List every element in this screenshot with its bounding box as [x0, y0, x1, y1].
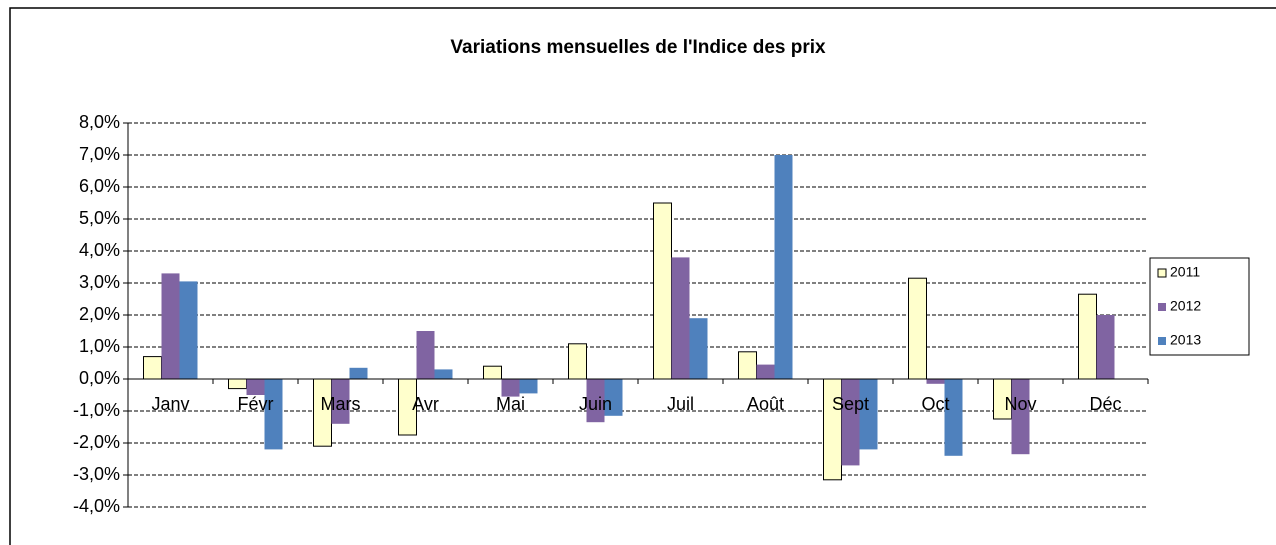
- x-tick-label: Sept: [832, 394, 869, 414]
- bar: [653, 202, 672, 380]
- y-tick-label: 3,0%: [79, 272, 120, 292]
- x-tick-label: Déc: [1089, 394, 1121, 414]
- x-tick-label: Nov: [1004, 394, 1036, 414]
- bar: [349, 367, 368, 379]
- bar: [264, 379, 283, 450]
- y-tick-label: 4,0%: [79, 240, 120, 260]
- bar: [568, 343, 587, 380]
- bar: [926, 379, 945, 384]
- y-tick-label: -1,0%: [73, 400, 120, 420]
- x-tick-label: Oct: [921, 394, 949, 414]
- y-tick-label: 6,0%: [79, 176, 120, 196]
- y-tick-label: 2,0%: [79, 304, 120, 324]
- bar: [1011, 379, 1030, 455]
- bar: [228, 378, 247, 390]
- legend-label: 2012: [1170, 298, 1201, 314]
- x-tick-label: Janv: [151, 394, 189, 414]
- legend-swatch: [1157, 268, 1167, 278]
- chart-border: [9, 7, 1276, 545]
- y-tick-label: -2,0%: [73, 432, 120, 452]
- legend-label: 2011: [1170, 264, 1200, 280]
- bar: [774, 155, 793, 379]
- legend-swatch: [1158, 303, 1166, 311]
- bar: [331, 379, 350, 424]
- x-tick-label: Févr: [238, 394, 274, 414]
- bar: [756, 364, 775, 379]
- y-tick-label: 5,0%: [79, 208, 120, 228]
- legend-label: 2013: [1170, 332, 1201, 348]
- bar: [908, 277, 927, 380]
- x-tick-label: Juin: [579, 394, 612, 414]
- bar: [483, 365, 502, 380]
- bar: [1078, 293, 1097, 380]
- y-tick-label: -3,0%: [73, 464, 120, 484]
- bar: [246, 379, 265, 395]
- y-tick-label: 8,0%: [79, 112, 120, 132]
- bar: [143, 356, 162, 380]
- bar: [859, 379, 878, 450]
- x-tick-label: Avr: [412, 394, 439, 414]
- x-tick-label: Mai: [496, 394, 525, 414]
- x-tick-label: Août: [747, 394, 784, 414]
- bar: [671, 257, 690, 379]
- chart-title: Variations mensuelles de l'Indice des pr…: [450, 37, 826, 58]
- y-tick-label: 0,0%: [79, 368, 120, 388]
- bar: [1096, 315, 1115, 379]
- bar: [434, 369, 453, 379]
- x-tick-label: Juil: [667, 394, 694, 414]
- y-tick-label: -4,0%: [73, 496, 120, 516]
- bar: [944, 379, 963, 456]
- bar: [179, 281, 198, 379]
- y-tick-label: 7,0%: [79, 144, 120, 164]
- bar: [519, 379, 538, 394]
- bar: [841, 379, 860, 466]
- y-tick-label: 1,0%: [79, 336, 120, 356]
- legend-swatch: [1158, 337, 1166, 345]
- bar: [738, 351, 757, 380]
- bar: [689, 318, 708, 379]
- bar: [161, 273, 180, 379]
- bar: [604, 379, 623, 416]
- x-tick-label: Mars: [321, 394, 361, 414]
- bar: [501, 379, 520, 397]
- bar: [586, 379, 605, 423]
- bar: [416, 331, 435, 379]
